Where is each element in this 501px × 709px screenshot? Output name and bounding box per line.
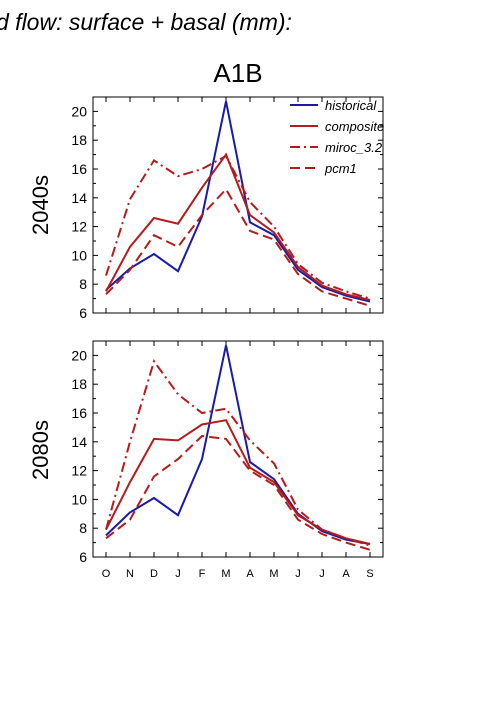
y-tick-label: 10 [71,247,87,263]
y-tick-label: 18 [71,376,87,392]
series-line-pcm1 [105,187,371,307]
chart-panel-2080s: 6 8 10 12 14 16 18 20 O N D J F M A M J J A S 2080s [28,340,384,580]
plot-frame [92,340,384,558]
series-line-historical [105,101,371,303]
x-tick-label: F [199,568,206,580]
x-tick-label: N [126,568,134,580]
x-tick-label: O [102,568,111,580]
series-line-composite [105,152,371,301]
series-line-pcm1 [105,434,371,551]
legend-label: historical [325,98,377,113]
y-tick-label: 8 [79,276,87,292]
y-tick-label: 14 [71,190,87,206]
figure-suptitle: d flow: surface + basal (mm): [0,9,292,35]
chart-panel-2040s: 6 8 10 12 14 16 18 20 2040s historical composite mi… [28,96,384,321]
y-axis-label: 2080s [28,420,53,480]
series-line-composite [105,419,371,545]
x-tick-label: J [295,568,301,580]
x-tick-label: M [269,568,278,580]
x-tick-label: J [319,568,325,580]
y-tick-label: 20 [71,103,87,119]
legend-label: composite [325,119,384,134]
legend: historical composite miroc_3.2 pcm1 [290,98,384,176]
plot-frame [92,96,384,314]
x-tick-label: S [366,568,373,580]
figure-title: A1B [213,58,262,88]
y-tick-label: 12 [71,219,87,235]
y-tick-label: 16 [71,405,87,421]
y-tick-label: 16 [71,161,87,177]
x-tick-label: M [221,568,230,580]
y-axis-label: 2040s [28,175,53,235]
y-tick-label: 20 [71,347,87,363]
y-tick-label: 18 [71,132,87,148]
y-tick-label: 10 [71,491,87,507]
x-tick-label: J [175,568,181,580]
y-tick-label: 8 [79,520,87,536]
x-tick-label: A [342,568,350,580]
y-tick-label: 6 [79,305,87,321]
y-tick-label: 6 [79,549,87,565]
y-tick-label: 14 [71,434,87,450]
series-line-historical [105,345,371,545]
series-line-miroc-3-2 [105,358,371,547]
legend-label: miroc_3.2 [325,140,383,155]
chart-panels: 6 8 10 12 14 16 18 20 2040s historical composite mi… [28,96,384,580]
x-tick-label: D [150,568,158,580]
y-tick-label: 12 [71,463,87,479]
x-tick-label: A [246,568,254,580]
legend-label: pcm1 [324,161,357,176]
